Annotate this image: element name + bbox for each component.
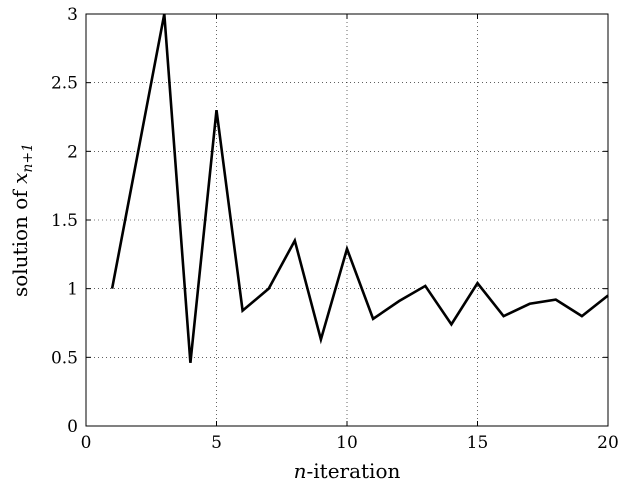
grid: [86, 14, 608, 426]
x-tick-label: 20: [597, 433, 618, 453]
y-tick-labels: 0 0.5 1 1.5 2 2.5 3: [51, 5, 78, 437]
x-tick-label: 0: [81, 433, 92, 453]
x-tick-label: 15: [467, 433, 489, 453]
x-tick-label: 5: [211, 433, 222, 453]
y-tick-label: 1.5: [51, 211, 78, 231]
y-axis-label: solution of xn+1: [8, 143, 36, 297]
y-tick-label: 0.5: [51, 348, 78, 368]
y-tick-label: 2: [67, 142, 78, 162]
tick-marks: [85, 13, 609, 427]
y-tick-label: 2.5: [51, 74, 78, 94]
y-tick-label: 3: [67, 5, 78, 25]
y-tick-label: 0: [67, 417, 78, 437]
x-tick-labels: 0 5 10 15 20: [81, 433, 618, 453]
x-axis-label: n-iteration: [294, 459, 401, 483]
x-tick-label: 10: [336, 433, 358, 453]
series-line: [110, 13, 609, 363]
y-tick-label: 1: [67, 280, 78, 300]
series-group: [110, 13, 609, 363]
